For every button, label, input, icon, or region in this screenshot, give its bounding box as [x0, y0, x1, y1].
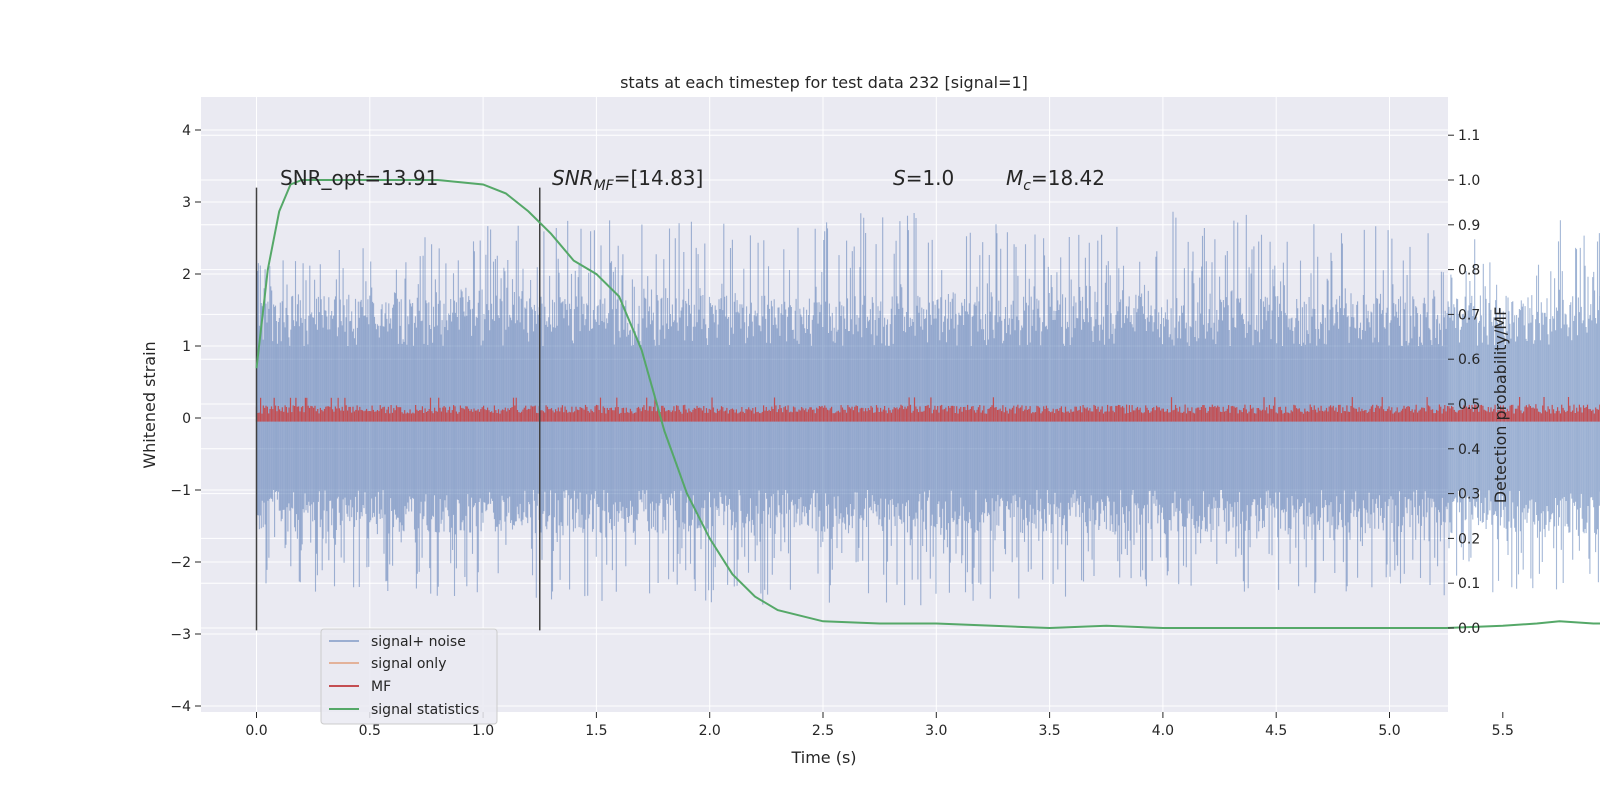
y-tick-label: −4 [170, 699, 191, 715]
x-tick-label: 2.0 [699, 723, 721, 739]
x-tick-label: 0.0 [245, 723, 267, 739]
x-tick-label: 3.0 [925, 723, 947, 739]
legend: signal+ noise signal only MF signal stat… [320, 628, 498, 725]
series-mf [255, 397, 1600, 422]
y-right-axis-label: Detection probability/MF [1491, 307, 1510, 504]
y-right-tick-label: 0.5 [1458, 397, 1480, 413]
annotation-snr-mf-tail: =[14.83] [614, 166, 704, 190]
annotation-s-tail: =1.0 [906, 166, 955, 190]
y-right-tick-label: 0.0 [1458, 621, 1480, 637]
x-tick-label: 4.5 [1265, 723, 1287, 739]
x-tick-label: 5.5 [1492, 723, 1514, 739]
x-tick-label: 1.0 [472, 723, 494, 739]
chart-title: stats at each timestep for test data 232… [620, 73, 1028, 92]
y-tick-label: 2 [182, 267, 191, 283]
y-axis-label: Whitened strain [140, 341, 159, 468]
y-right-tick-label: 0.6 [1458, 352, 1480, 368]
y-tick-label: 0 [182, 411, 191, 427]
y-right-tick-label: 0.8 [1458, 263, 1480, 279]
x-tick-label: 1.5 [585, 723, 607, 739]
annotation-mc-sub: c [1023, 178, 1031, 194]
y-right-tick-label: 0.9 [1458, 218, 1480, 234]
annotation-mc: Mc=18.42 [1006, 166, 1105, 194]
annotation-snr-mf-main: SNR [552, 166, 594, 190]
signal-statistics-line [255, 179, 1600, 630]
annotation-snr-mf: SNRMF=[14.83] [552, 166, 703, 194]
y-tick-label: −2 [170, 555, 191, 571]
y-tick-label: 3 [182, 195, 191, 211]
y-right-tick-label: 0.3 [1458, 487, 1480, 503]
legend-label-signal-statistics: signal statistics [371, 702, 479, 718]
y-right-tick-label: 1.0 [1458, 173, 1480, 189]
annotation-s-main: S [893, 166, 906, 190]
y-right-tick-label: 0.1 [1458, 576, 1480, 592]
x-tick-label: 2.5 [812, 723, 834, 739]
annotation-snr-opt: SNR_opt=13.91 [280, 166, 438, 190]
annotation-s: S=1.0 [893, 166, 954, 190]
vertical-markers [255, 187, 541, 631]
x-tick-label: 4.0 [1152, 723, 1174, 739]
y-tick-label: 1 [182, 339, 191, 355]
annotation-mc-tail: =18.42 [1031, 166, 1105, 190]
y-right-tick-label: 1.1 [1458, 128, 1480, 144]
y-right-tick-label: 0.2 [1458, 531, 1480, 547]
legend-label-signal-only: signal only [371, 656, 446, 672]
legend-label-mf: MF [371, 679, 391, 695]
annotations: SNR_opt=13.91 SNRMF=[14.83] S=1.0 Mc=18.… [280, 166, 1105, 194]
annotation-snr-mf-sub: MF [594, 178, 615, 194]
series-signal-statistics [255, 179, 1600, 630]
y-tick-label: −3 [170, 627, 191, 643]
x-tick-label: 5.0 [1378, 723, 1400, 739]
y-tick-label: −1 [170, 483, 191, 499]
y-tick-label: 4 [182, 123, 191, 139]
legend-label-signal-noise: signal+ noise [371, 634, 466, 650]
ticks: 0.00.51.01.52.02.53.03.54.04.55.05.56.06… [170, 123, 1514, 739]
x-tick-label: 3.5 [1038, 723, 1060, 739]
y-right-tick-label: 0.7 [1458, 307, 1480, 323]
legend-box [320, 628, 498, 725]
x-axis-label: Time (s) [790, 748, 856, 767]
x-tick-label: 0.5 [359, 723, 381, 739]
y-right-tick-label: 0.4 [1458, 442, 1480, 458]
annotation-mc-main: M [1006, 166, 1023, 190]
